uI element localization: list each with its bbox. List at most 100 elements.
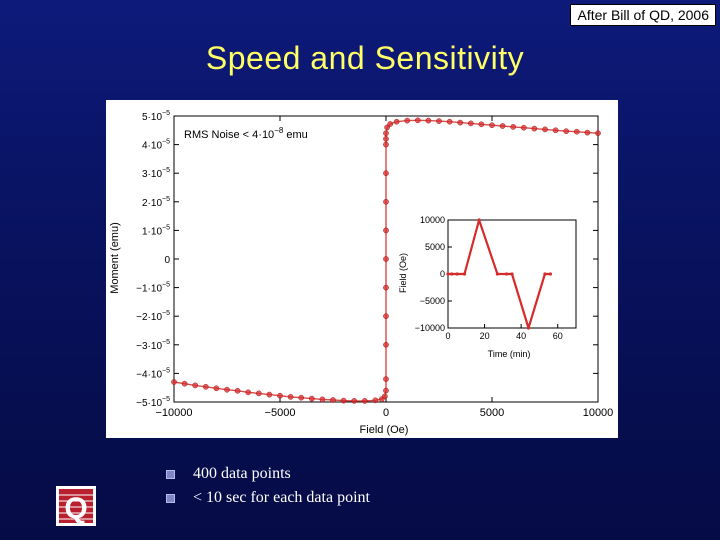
- bullet-item: < 10 sec for each data point: [160, 486, 370, 510]
- data-point: [224, 386, 230, 393]
- data-point: [489, 122, 495, 129]
- data-point: [542, 126, 548, 133]
- y-axis-label: Moment (emu): [109, 222, 121, 294]
- inset-y-axis-label: Field (Oe): [398, 253, 408, 293]
- data-point: [387, 121, 394, 127]
- inset-x-axis-label: Time (min): [488, 349, 531, 359]
- data-point: [277, 392, 283, 399]
- inset-data-point: [504, 272, 509, 276]
- inset-y-tick-label: −10000: [415, 323, 445, 333]
- data-point: [552, 127, 559, 134]
- x-tick-label: 0: [383, 407, 389, 419]
- inset-data-point: [543, 272, 547, 276]
- y-tick-label: 4·10−5: [142, 139, 170, 152]
- data-point: [457, 119, 464, 126]
- data-point: [202, 383, 209, 390]
- y-tick-label: 2·10−5: [142, 196, 170, 209]
- x-axis-label: Field (Oe): [360, 424, 409, 436]
- inset-x-tick-label: 40: [516, 331, 526, 341]
- data-point: [298, 394, 305, 401]
- inset-data-point: [477, 218, 481, 222]
- x-tick-label: −5000: [265, 407, 296, 419]
- data-point: [361, 398, 368, 404]
- data-point: [383, 341, 389, 348]
- data-point: [383, 170, 389, 177]
- y-tick-label: −4·10−5: [136, 367, 170, 380]
- noise-annotation: RMS Noise < 4·10−8 emu: [184, 126, 308, 141]
- bullet-item: 400 data points: [160, 462, 370, 486]
- data-point: [255, 390, 262, 397]
- y-tick-label: −5·10−5: [136, 396, 170, 409]
- inset-y-tick-label: −5000: [420, 296, 445, 306]
- inset-data-point: [450, 272, 454, 276]
- qd-logo-icon: Q: [56, 486, 96, 526]
- data-point: [192, 382, 199, 389]
- data-point: [573, 128, 580, 135]
- inset-y-tick-label: 10000: [420, 215, 445, 225]
- data-point: [563, 128, 570, 135]
- moment-vs-field-chart: −10000 −5000 0 5000 10000 5·10−5 4·10−5 3·10−5 2…: [109, 110, 614, 436]
- data-point: [330, 397, 336, 403]
- inset-data-point: [548, 272, 552, 276]
- data-point: [383, 284, 389, 291]
- bullet-list: 400 data points < 10 sec for each data p…: [160, 462, 370, 510]
- data-point: [383, 136, 389, 142]
- inset-data-point: [510, 272, 514, 276]
- data-point: [383, 376, 389, 382]
- data-point: [383, 387, 389, 394]
- data-point: [383, 313, 389, 320]
- inset-data-point: [462, 272, 467, 276]
- inset-x-tick-label: 0: [445, 331, 450, 341]
- data-point: [266, 391, 273, 398]
- data-point: [467, 120, 474, 127]
- y-tick-label: 0: [164, 255, 170, 266]
- data-point: [383, 256, 389, 262]
- y-tick-label: −2·10−5: [136, 310, 170, 323]
- data-point: [383, 130, 389, 137]
- inset-data-point: [495, 272, 499, 276]
- x-tick-label: −10000: [155, 407, 192, 419]
- y-tick-label: −1·10−5: [136, 282, 170, 295]
- data-point: [245, 389, 252, 396]
- y-tick-label: −3·10−5: [136, 339, 170, 352]
- y-tick-label: 5·10−5: [142, 110, 170, 123]
- data-point: [383, 227, 389, 234]
- data-point: [213, 385, 220, 392]
- data-point: [499, 123, 506, 129]
- data-point: [520, 124, 527, 131]
- data-point: [319, 396, 326, 403]
- credit-label: After Bill of QD, 2006: [570, 4, 716, 26]
- data-point: [308, 395, 315, 402]
- data-point: [478, 121, 485, 128]
- figure-panel: −10000 −5000 0 5000 10000 5·10−5 4·10−5 3·10−5 2…: [106, 100, 618, 438]
- data-point: [425, 117, 432, 124]
- data-point: [382, 393, 388, 400]
- data-point: [436, 118, 442, 124]
- svg-text:Q: Q: [64, 492, 87, 525]
- data-point: [372, 397, 379, 404]
- bullet-square-icon: [166, 493, 175, 503]
- bullet-square-icon: [166, 469, 175, 479]
- y-tick-label: 1·10−5: [142, 224, 170, 237]
- x-tick-label: 10000: [583, 407, 614, 419]
- data-point: [393, 118, 400, 125]
- inset-y-tick-label: 0: [440, 269, 445, 279]
- data-point: [446, 118, 453, 125]
- data-point: [584, 129, 591, 136]
- data-point: [404, 117, 411, 124]
- data-point: [383, 141, 389, 148]
- inset-data-point: [446, 272, 450, 276]
- x-tick-label: 5000: [480, 407, 504, 419]
- data-point: [531, 125, 538, 132]
- data-point: [287, 394, 294, 400]
- inset-data-point: [526, 326, 531, 330]
- data-point: [234, 387, 241, 394]
- slide-title: Speed and Sensitivity: [205, 40, 525, 76]
- data-point: [383, 198, 389, 205]
- data-point: [171, 379, 177, 385]
- data-point: [414, 117, 421, 124]
- inset-x-tick-label: 20: [480, 331, 490, 341]
- data-point: [340, 397, 347, 404]
- data-point: [510, 124, 517, 130]
